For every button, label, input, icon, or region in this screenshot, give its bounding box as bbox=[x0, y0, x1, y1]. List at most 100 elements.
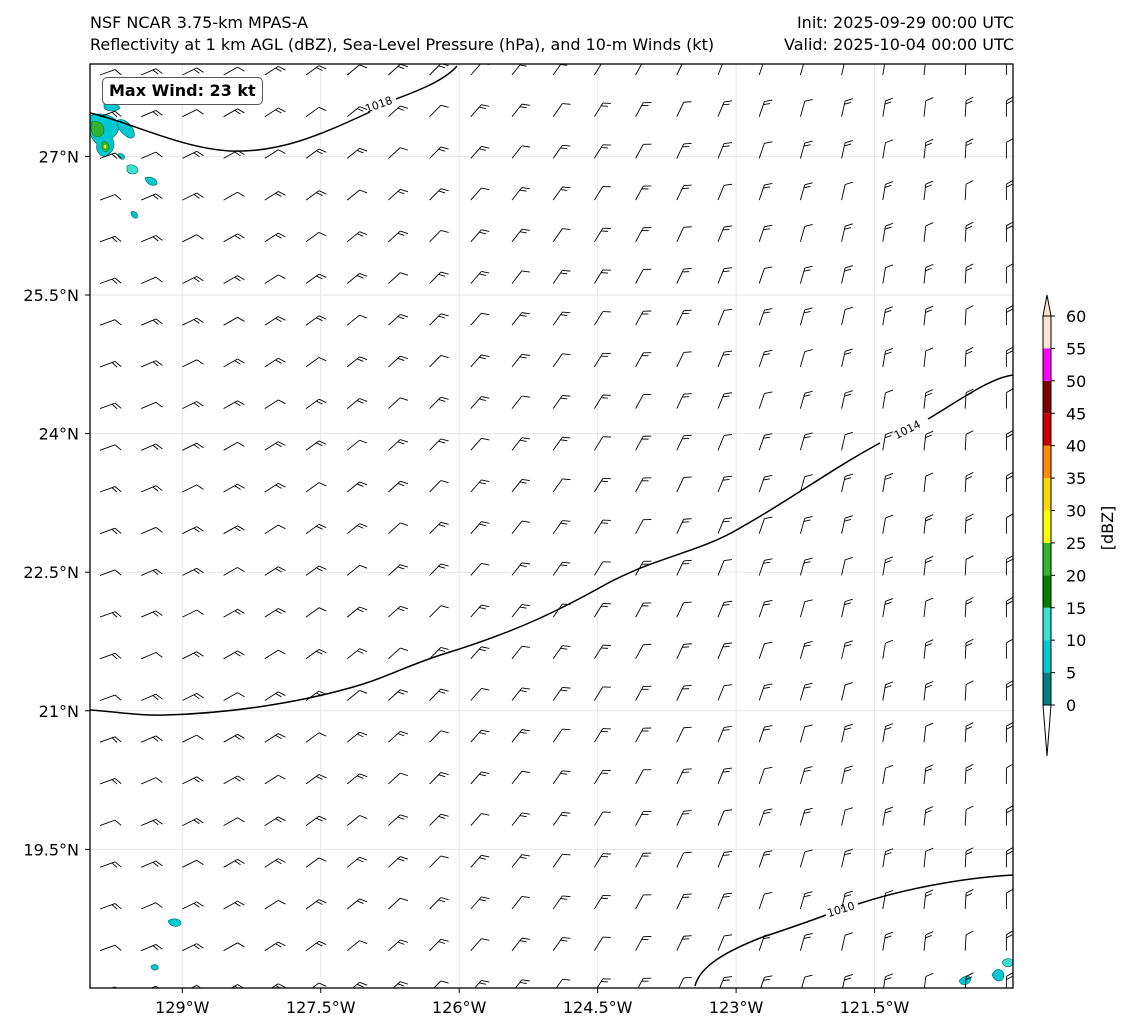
wind-barb bbox=[882, 389, 894, 409]
wind-barb bbox=[223, 525, 245, 535]
wind-barb bbox=[882, 64, 886, 76]
wind-barb bbox=[182, 150, 204, 159]
wind-barb bbox=[799, 182, 813, 201]
wind-barb bbox=[346, 815, 368, 826]
wind-barb bbox=[511, 895, 530, 910]
wind-barb bbox=[882, 97, 894, 117]
wind-barb bbox=[964, 722, 974, 743]
wind-barb bbox=[429, 563, 449, 576]
wind-barb bbox=[470, 771, 490, 785]
wind-barb bbox=[1005, 64, 1007, 75]
wind-barb bbox=[141, 401, 163, 410]
colorbar-tick-label: 25 bbox=[1066, 534, 1086, 553]
wind-barb bbox=[388, 731, 409, 743]
wind-barb bbox=[635, 644, 652, 660]
reflectivity-cell bbox=[167, 918, 182, 927]
wind-barb bbox=[346, 564, 368, 576]
wind-barb bbox=[99, 402, 122, 410]
wind-barb bbox=[882, 264, 894, 284]
wind-barb bbox=[182, 567, 204, 576]
wind-barb bbox=[141, 777, 163, 785]
wind-barb bbox=[305, 398, 327, 409]
lat-tick-label: 22.5°N bbox=[23, 563, 79, 582]
wind-barb bbox=[552, 395, 571, 409]
wind-barb bbox=[305, 899, 327, 910]
wind-barb bbox=[264, 107, 286, 118]
wind-barb bbox=[758, 474, 773, 493]
wind-barb bbox=[429, 813, 449, 826]
wind-barb bbox=[882, 181, 894, 201]
wind-barb bbox=[305, 273, 327, 284]
wind-barb bbox=[799, 140, 813, 159]
wind-barb bbox=[1005, 596, 1013, 618]
wind-barb bbox=[923, 389, 934, 409]
wind-barb bbox=[470, 813, 490, 826]
wind-barb bbox=[223, 191, 245, 201]
wind-barb bbox=[511, 437, 530, 451]
wind-barb bbox=[758, 808, 773, 826]
wind-barb bbox=[676, 935, 692, 951]
wind-barb bbox=[758, 891, 773, 910]
colorbar-tick-label: 50 bbox=[1066, 372, 1086, 391]
wind-barb bbox=[470, 562, 490, 576]
wind-barb bbox=[594, 64, 602, 76]
colorbar-segment bbox=[1043, 445, 1051, 479]
wind-barb bbox=[99, 235, 122, 243]
wind-barb bbox=[882, 639, 894, 659]
wind-barb bbox=[799, 224, 813, 242]
wind-barb bbox=[841, 640, 853, 659]
isobars bbox=[90, 65, 1013, 987]
wind-barb bbox=[717, 225, 733, 242]
wind-barb bbox=[182, 901, 204, 910]
wind-barb bbox=[799, 349, 813, 368]
colorbar-segment bbox=[1043, 575, 1051, 608]
wind-barb bbox=[223, 233, 245, 243]
wind-barb bbox=[552, 269, 571, 284]
wind-barb bbox=[511, 103, 530, 117]
wind-barb bbox=[841, 723, 853, 743]
wind-barb bbox=[305, 940, 327, 952]
wind-barb bbox=[964, 597, 974, 618]
lon-tick-label: 126°W bbox=[432, 998, 487, 1017]
wind-barb bbox=[223, 900, 245, 910]
wind-barb bbox=[1005, 847, 1013, 868]
wind-barb bbox=[923, 138, 934, 159]
wind-barb bbox=[182, 526, 204, 535]
wind-barb bbox=[841, 765, 853, 784]
wind-barb bbox=[346, 481, 368, 493]
wind-barb bbox=[470, 896, 490, 910]
wind-barb bbox=[841, 223, 853, 242]
wind-barb bbox=[99, 152, 122, 159]
wind-barb bbox=[429, 605, 449, 618]
wind-barb bbox=[388, 564, 409, 576]
wind-barb bbox=[635, 352, 652, 368]
wind-barb bbox=[470, 396, 490, 409]
wind-barb bbox=[470, 354, 490, 368]
wind-barb bbox=[346, 856, 368, 868]
wind-barb bbox=[223, 859, 245, 868]
wind-barb bbox=[964, 96, 974, 117]
wind-barb bbox=[264, 899, 286, 910]
gridlines bbox=[90, 64, 1013, 988]
wind-barb bbox=[264, 399, 286, 409]
wind-barb bbox=[429, 688, 449, 701]
wind-barb bbox=[758, 725, 773, 743]
wind-barb bbox=[264, 774, 286, 785]
wind-barb bbox=[799, 682, 813, 701]
wind-barb bbox=[635, 185, 652, 201]
reflectivity-cell bbox=[117, 153, 125, 160]
wind-barb bbox=[305, 190, 327, 201]
wind-barb bbox=[141, 151, 163, 159]
wind-barb bbox=[511, 478, 530, 493]
wind-barb bbox=[717, 64, 723, 76]
wind-barb bbox=[882, 431, 894, 451]
wind-barb bbox=[388, 397, 409, 409]
wind-barb bbox=[1005, 388, 1013, 409]
wind-barb bbox=[99, 652, 122, 660]
reflectivity-cell bbox=[991, 969, 1005, 982]
wind-barb bbox=[717, 433, 733, 451]
wind-barb bbox=[429, 188, 449, 201]
wind-barb bbox=[717, 684, 733, 701]
wind-barb bbox=[552, 520, 571, 534]
wind-barb bbox=[717, 392, 733, 409]
